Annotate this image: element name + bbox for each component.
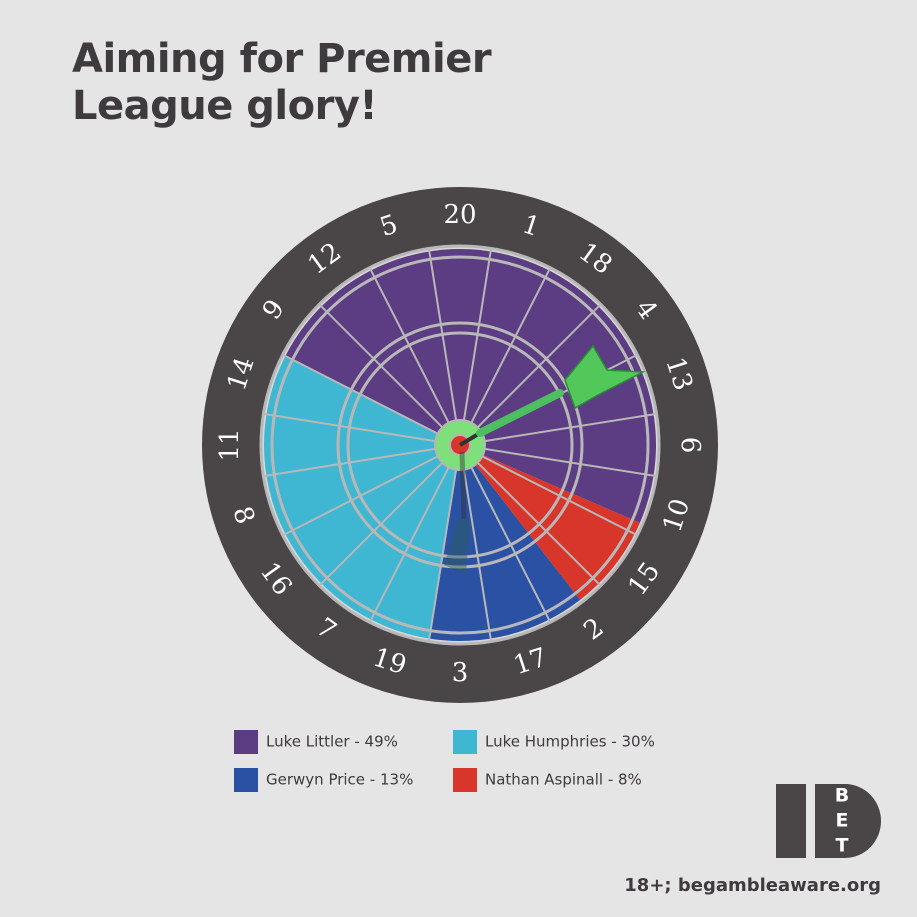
legend-swatch (453, 730, 477, 754)
legend-label: Luke Littler - 49% (266, 733, 398, 751)
wire-spoke (470, 267, 552, 424)
legend-swatch (234, 730, 258, 754)
pie (264, 249, 656, 641)
wire-spoke (476, 461, 602, 587)
wire-spoke (476, 303, 602, 429)
legend-swatch (234, 768, 258, 792)
wire-spoke (427, 469, 458, 642)
wire-spoke (427, 248, 458, 421)
title: Aiming for Premier League glory! (72, 36, 492, 129)
legend-label: Nathan Aspinall - 8% (485, 771, 642, 789)
wire-spoke (263, 412, 436, 443)
pie-slice (460, 445, 640, 600)
wire-ring (336, 321, 584, 569)
logo-letter: T (836, 835, 849, 857)
wire-spoke (282, 455, 439, 537)
legend-label: Luke Humphries - 30% (485, 733, 655, 751)
wire-spoke (318, 461, 444, 587)
wire-spoke (368, 466, 450, 623)
board-number: 20 (443, 200, 476, 230)
board-number: 3 (452, 658, 469, 688)
board-number: 6 (675, 437, 705, 454)
logo-letter: E (836, 810, 849, 832)
legend: Luke Littler - 49% Luke Humphries - 30% Ge… (234, 730, 655, 792)
logo-letter: B (835, 785, 849, 807)
wire-spoke (484, 447, 657, 478)
wire-spoke (368, 267, 450, 424)
board-number: 11 (215, 428, 245, 461)
pie-slice (285, 249, 656, 523)
wire-spoke (470, 466, 552, 623)
footer: 18+; begambleaware.org (624, 875, 881, 896)
wire-spoke (462, 248, 493, 421)
wire-spoke (318, 303, 444, 429)
logo: B E T (776, 784, 881, 858)
wire-spoke (484, 412, 657, 443)
wire-ring (259, 244, 661, 646)
legend-swatch (453, 768, 477, 792)
wire-ring (270, 255, 650, 635)
legend-label: Gerwyn Price - 13% (266, 771, 413, 789)
dart-shadow (444, 451, 470, 575)
wire-spoke (481, 455, 638, 537)
wire-spoke (462, 469, 493, 642)
wire-spoke (282, 353, 439, 435)
wire-spoke (263, 447, 436, 478)
dart (458, 344, 646, 447)
wire-ring (346, 331, 574, 559)
